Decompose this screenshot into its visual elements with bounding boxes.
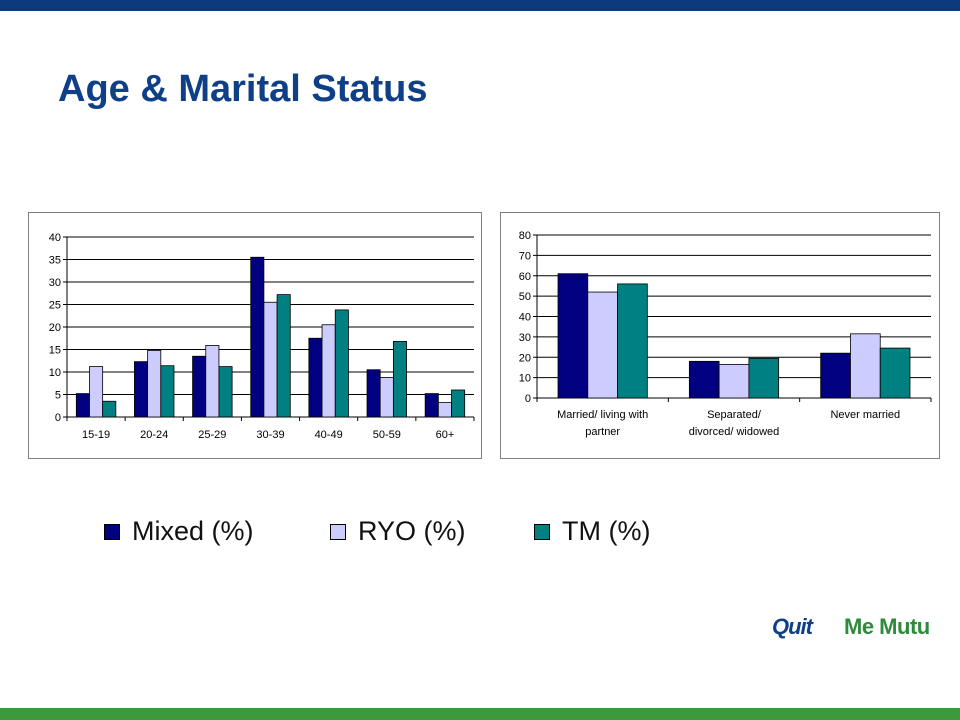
bar-mixed: [308, 337, 323, 418]
age-chart: 0 5 10 15 20 25 30 35 40 15-19 20-24 25-29 30-39 40-4…: [28, 212, 482, 459]
y-tick-label: 15: [49, 345, 61, 357]
age-chart-svg: 0 5 10 15 20 25 30 35 40 15-19 20-24 25-29 30-39 40-4…: [49, 232, 475, 441]
bar-ryo: [850, 333, 881, 399]
y-tick-label: 40: [49, 232, 61, 244]
bar-tm: [218, 366, 233, 418]
top-accent-bar: [0, 0, 960, 11]
legend: Mixed (%) RYO (%) TM (%): [104, 514, 724, 554]
bar-mixed: [424, 393, 439, 418]
bar-ryo: [718, 363, 750, 399]
y-tick-label: 0: [55, 412, 61, 424]
y-tick-label: 10: [49, 367, 61, 379]
bottom-accent-bar: [0, 708, 960, 720]
bar-ryo: [437, 402, 452, 418]
bar-mixed: [820, 352, 851, 399]
bar-mixed: [688, 360, 720, 399]
legend-swatch-mixed: [104, 524, 120, 540]
x-tick-label: 50-59: [373, 429, 401, 441]
y-tick-label: 20: [519, 352, 531, 364]
bar-tm: [617, 283, 648, 399]
y-tick-label: 25: [49, 300, 61, 312]
legend-swatch-ryo: [330, 524, 346, 540]
bar-tm: [334, 309, 349, 418]
bar-ryo: [147, 349, 162, 418]
bar-tm: [748, 357, 780, 399]
bar-tm: [276, 294, 291, 418]
bar-ryo: [321, 324, 336, 418]
bar-tm: [392, 340, 407, 418]
legend-label-tm: TM (%): [562, 516, 651, 546]
x-tick-label: 40-49: [315, 429, 343, 441]
x-tick-label: Never married: [830, 409, 900, 421]
y-tick-label: 35: [49, 255, 61, 267]
slide-title: Age & Marital Status: [58, 68, 428, 110]
bar-ryo: [587, 291, 618, 399]
bar-mixed: [192, 355, 207, 418]
bar-tm: [102, 400, 117, 418]
bar-ryo: [379, 376, 394, 418]
x-tick-label: Married/ living with partner: [557, 409, 648, 438]
bar-tm: [451, 389, 466, 418]
y-tick-label: 50: [519, 291, 531, 303]
y-tick-label: 10: [519, 373, 531, 385]
bar-mixed: [75, 393, 90, 418]
bar-ryo: [89, 366, 104, 418]
bar-ryo: [205, 345, 220, 418]
y-tick-label: 0: [525, 393, 531, 405]
y-tick-label: 30: [49, 277, 61, 289]
bar-ryo: [263, 301, 278, 418]
x-tick-label: 25-29: [198, 429, 226, 441]
x-tick-label: Separated/divorced/ widowed: [689, 409, 780, 438]
x-tick-label: 20-24: [140, 429, 168, 441]
x-tick-label: 15-19: [82, 429, 110, 441]
y-tick-label: 40: [519, 312, 531, 324]
y-tick-label: 20: [49, 322, 61, 334]
bar-mixed: [366, 369, 381, 418]
legend-label-ryo: RYO (%): [358, 516, 466, 546]
bar-mixed: [557, 273, 589, 399]
marital-status-chart: 0 10 20 30 40 50 60 70 80 Married/ living with par…: [500, 212, 940, 459]
y-tick-label: 5: [55, 390, 61, 402]
bar-mixed: [250, 256, 265, 418]
legend-label-mixed: Mixed (%): [132, 516, 254, 546]
logos: Quit Me Mutu: [772, 614, 952, 648]
me-mutu-logo: Me Mutu: [844, 614, 930, 639]
legend-swatch-tm: [534, 524, 550, 540]
marital-status-chart-svg: 0 10 20 30 40 50 60 70 80 Married/ living with par…: [519, 230, 932, 438]
quit-logo: Quit: [772, 614, 813, 639]
x-tick-label: 30-39: [256, 429, 284, 441]
x-tick-label: 60+: [436, 429, 455, 441]
bar-tm: [879, 347, 911, 399]
y-tick-label: 70: [519, 250, 531, 262]
y-tick-label: 80: [519, 230, 531, 242]
y-tick-label: 60: [519, 271, 531, 283]
bar-mixed: [134, 361, 149, 418]
bar-tm: [160, 365, 175, 418]
y-tick-label: 30: [519, 332, 531, 344]
